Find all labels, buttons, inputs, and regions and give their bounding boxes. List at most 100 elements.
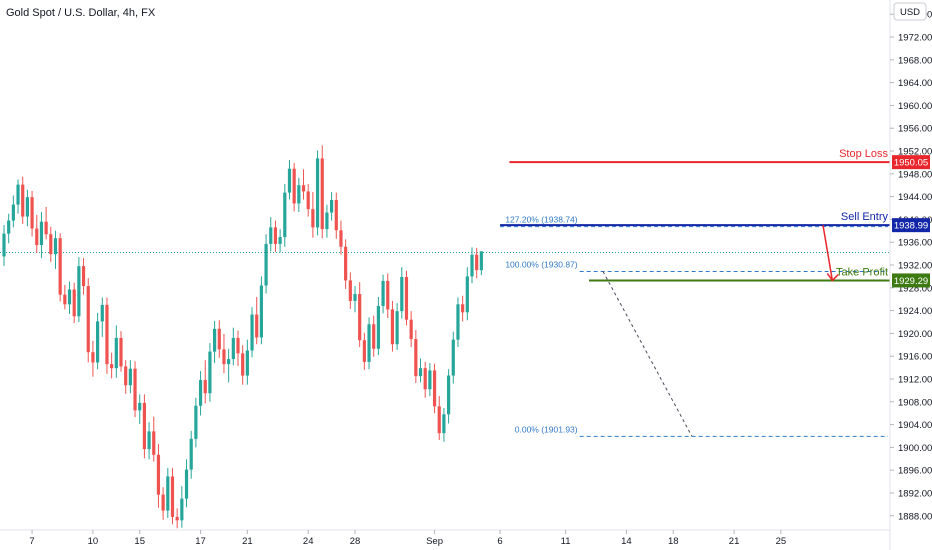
candle-down[interactable] (133, 368, 137, 411)
candle-up[interactable] (208, 351, 212, 394)
candle-down[interactable] (217, 328, 221, 350)
candle-down[interactable] (58, 238, 62, 295)
candle-up[interactable] (2, 233, 6, 257)
candle-down[interactable] (156, 454, 161, 495)
candle-down[interactable] (409, 319, 413, 340)
candle-down[interactable] (339, 230, 343, 247)
candle-up[interactable] (77, 266, 81, 317)
candle-up[interactable] (381, 280, 385, 307)
candle-down[interactable] (461, 304, 465, 313)
candle-up[interactable] (128, 368, 132, 386)
candle-down[interactable] (372, 324, 376, 349)
candle-up[interactable] (96, 321, 100, 363)
candle-down[interactable] (110, 364, 114, 369)
candle-down[interactable] (222, 349, 226, 365)
candle-up[interactable] (442, 414, 446, 434)
candle-up[interactable] (67, 289, 72, 305)
candle-up[interactable] (250, 314, 254, 351)
candle-down[interactable] (306, 191, 310, 210)
candle-down[interactable] (241, 353, 245, 376)
candle-down[interactable] (44, 221, 48, 235)
candle-up[interactable] (447, 375, 451, 415)
candle-up[interactable] (400, 276, 404, 312)
candle-down[interactable] (432, 370, 437, 407)
candle-up[interactable] (283, 192, 287, 238)
candle-down[interactable] (35, 228, 39, 246)
candle-up[interactable] (278, 237, 282, 244)
fib-trend-line[interactable] (602, 271, 693, 437)
candle-up[interactable] (189, 438, 193, 470)
candle-up[interactable] (25, 197, 29, 217)
candle-down[interactable] (81, 266, 86, 287)
candle-up[interactable] (184, 469, 189, 499)
candle-down[interactable] (170, 476, 175, 517)
candle-up[interactable] (451, 339, 455, 376)
candle-down[interactable] (72, 289, 76, 317)
candle-up[interactable] (367, 324, 371, 362)
candle-up[interactable] (245, 350, 249, 376)
candle-up[interactable] (269, 227, 273, 244)
candle-down[interactable] (344, 246, 348, 281)
candle-up[interactable] (264, 243, 268, 286)
candle-down[interactable] (49, 234, 53, 255)
candle-down[interactable] (63, 294, 67, 305)
candle-up[interactable] (198, 380, 203, 406)
candle-down[interactable] (348, 280, 352, 301)
candle-up[interactable] (147, 431, 151, 450)
candle-up[interactable] (456, 304, 460, 340)
candle-up[interactable] (231, 337, 235, 360)
candle-down[interactable] (255, 314, 259, 338)
candle-up[interactable] (376, 306, 380, 349)
candle-down[interactable] (203, 380, 207, 394)
candle-down[interactable] (334, 200, 338, 231)
candle-up[interactable] (297, 185, 301, 204)
candle-up[interactable] (259, 285, 263, 338)
candle-up[interactable] (465, 276, 469, 313)
candle-down[interactable] (273, 227, 278, 244)
candle-down[interactable] (423, 368, 427, 390)
candle-down[interactable] (301, 185, 306, 192)
candle-down[interactable] (30, 197, 34, 229)
candle-down[interactable] (358, 294, 362, 341)
candle-down[interactable] (175, 516, 179, 521)
candle-down[interactable] (362, 340, 366, 362)
candle-up[interactable] (53, 238, 58, 255)
candle-up[interactable] (287, 168, 292, 193)
candle-down[interactable] (161, 494, 165, 511)
candle-up[interactable] (138, 402, 142, 411)
candle-down[interactable] (311, 209, 315, 228)
candle-up[interactable] (114, 337, 118, 369)
candle-down[interactable] (152, 431, 156, 455)
candle-down[interactable] (86, 286, 90, 353)
candle-down[interactable] (475, 254, 479, 271)
candle-up[interactable] (194, 405, 198, 439)
projection-arrow[interactable] (822, 225, 834, 281)
candle-up[interactable] (213, 328, 217, 352)
candle-up[interactable] (39, 221, 44, 246)
candle-up[interactable] (227, 359, 231, 365)
currency-button[interactable]: USD (893, 2, 927, 21)
candle-up[interactable] (180, 498, 184, 521)
candle-down[interactable] (390, 309, 395, 345)
candle-up[interactable] (16, 184, 20, 205)
candle-up[interactable] (315, 158, 320, 228)
candle-down[interactable] (236, 337, 240, 354)
candle-up[interactable] (100, 304, 104, 322)
candle-up[interactable] (353, 294, 357, 301)
candle-down[interactable] (414, 339, 418, 377)
candle-up[interactable] (325, 212, 329, 230)
candle-up[interactable] (11, 204, 15, 221)
candle-up[interactable] (166, 476, 170, 511)
candle-up[interactable] (470, 254, 474, 277)
time-axis[interactable]: 7 10 15 17 21 24 28 Sep 6 11 14 18 21 25 (29, 530, 786, 547)
candle-down[interactable] (91, 352, 95, 363)
candle-down[interactable] (292, 168, 296, 204)
plot-area[interactable]: 127.20% (1938.74) 100.00% (1930.87) 0.00% … (0, 145, 890, 529)
price-axis[interactable]: 1888.00 1892.00 1896.00 1900.00 1904.00 1908.… (890, 10, 932, 523)
candle-down[interactable] (119, 337, 123, 367)
candle-up[interactable] (418, 368, 423, 377)
candle-down[interactable] (404, 276, 409, 320)
candle-up[interactable] (330, 200, 334, 213)
candle-down[interactable] (437, 406, 441, 434)
